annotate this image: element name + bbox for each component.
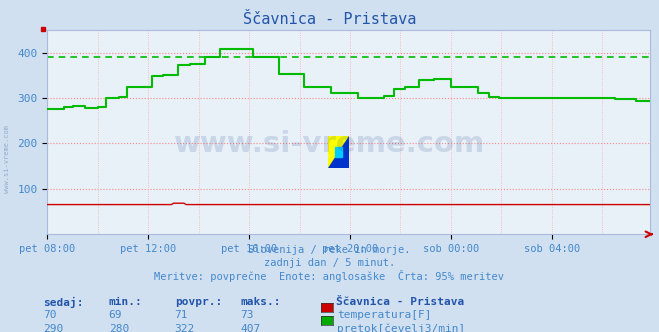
Text: 290: 290 bbox=[43, 324, 63, 332]
Text: 70: 70 bbox=[43, 310, 56, 320]
Text: Meritve: povprečne  Enote: anglosaške  Črta: 95% meritev: Meritve: povprečne Enote: anglosaške Črt… bbox=[154, 270, 505, 282]
Polygon shape bbox=[328, 136, 349, 168]
Text: 69: 69 bbox=[109, 310, 122, 320]
Text: sedaj:: sedaj: bbox=[43, 297, 83, 308]
Text: min.:: min.: bbox=[109, 297, 142, 307]
Text: 73: 73 bbox=[241, 310, 254, 320]
Text: temperatura[F]: temperatura[F] bbox=[337, 310, 432, 320]
Text: 407: 407 bbox=[241, 324, 261, 332]
Text: Ščavnica - Pristava: Ščavnica - Pristava bbox=[243, 12, 416, 27]
Text: 71: 71 bbox=[175, 310, 188, 320]
Polygon shape bbox=[328, 136, 349, 168]
Polygon shape bbox=[335, 147, 341, 157]
Text: povpr.:: povpr.: bbox=[175, 297, 222, 307]
Text: Slovenija / reke in morje.: Slovenija / reke in morje. bbox=[248, 245, 411, 255]
Text: 322: 322 bbox=[175, 324, 195, 332]
Text: zadnji dan / 5 minut.: zadnji dan / 5 minut. bbox=[264, 258, 395, 268]
Text: pretok[čevelj3/min]: pretok[čevelj3/min] bbox=[337, 324, 466, 332]
Text: maks.:: maks.: bbox=[241, 297, 281, 307]
Text: Ščavnica - Pristava: Ščavnica - Pristava bbox=[336, 297, 465, 307]
Text: 280: 280 bbox=[109, 324, 129, 332]
Text: www.si-vreme.com: www.si-vreme.com bbox=[3, 125, 10, 193]
Text: www.si-vreme.com: www.si-vreme.com bbox=[174, 130, 485, 158]
